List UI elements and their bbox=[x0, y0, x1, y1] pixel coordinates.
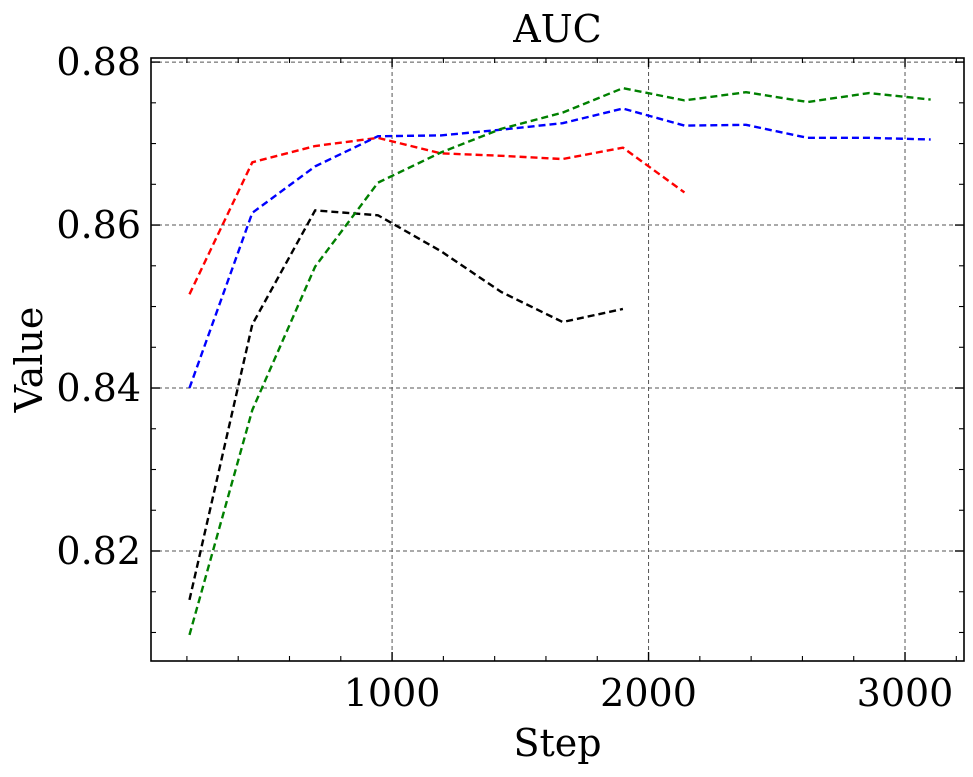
series-lines bbox=[188, 86, 931, 636]
plot-frame bbox=[150, 57, 965, 662]
axis-ticks: 1000 2000 3000 0.82 0.84 0.86 0.88 bbox=[56, 40, 964, 715]
y-tick-label: 0.88 bbox=[56, 40, 141, 84]
y-tick-label: 0.84 bbox=[56, 366, 141, 410]
y-tick-label: 0.86 bbox=[56, 203, 141, 247]
x-tick-label: 2000 bbox=[600, 671, 697, 715]
grid-lines bbox=[151, 58, 964, 661]
series-line-2 bbox=[188, 209, 624, 601]
chart-title: AUC bbox=[512, 7, 602, 51]
series-line-3 bbox=[188, 86, 931, 636]
x-tick-label: 1000 bbox=[344, 671, 441, 715]
y-tick-label: 0.82 bbox=[56, 529, 141, 573]
x-axis-label: Step bbox=[513, 721, 601, 765]
x-tick-label: 3000 bbox=[857, 671, 954, 715]
y-axis-label: Value bbox=[7, 307, 51, 414]
series-line-1 bbox=[188, 107, 931, 389]
series-line-0 bbox=[188, 136, 686, 295]
